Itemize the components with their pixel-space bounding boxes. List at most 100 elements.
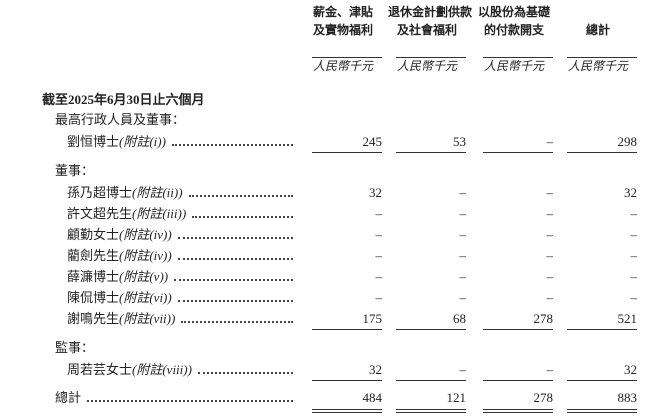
cell-value: – [546, 248, 554, 263]
dot-leader [177, 237, 293, 239]
cell-value: – [459, 227, 467, 242]
row-label: 孫乃超博士 (附註(ii)) [67, 185, 297, 201]
header-rule [396, 57, 466, 58]
total-rule [483, 409, 553, 413]
unit-label: 人民幣千元 [312, 59, 373, 73]
name: 許文超先生 [67, 206, 133, 221]
subtotal-rule [396, 152, 466, 153]
column-header: 的付款開支 [483, 23, 544, 37]
note: (附註(iv)) [119, 227, 172, 242]
unit-label: 人民幣千元 [396, 59, 457, 73]
header-rule [567, 57, 637, 58]
total-rule [567, 409, 637, 413]
cell-value: – [375, 206, 383, 221]
cell-value: 32 [624, 362, 637, 377]
name: 陳侃博士 [67, 290, 120, 305]
cell-value: 175 [362, 311, 383, 326]
cell-value: 883 [617, 390, 638, 405]
subtotal-rule [396, 329, 466, 330]
cell-value: – [375, 227, 383, 242]
total: 總計 [55, 390, 82, 405]
subtotal-rule [567, 380, 637, 381]
subtotal-rule [312, 329, 382, 330]
period-title: 截至2025年6月30日止六個月 [42, 92, 205, 107]
cell-value: – [630, 269, 638, 284]
cell-value: 68 [453, 311, 466, 326]
row-label: 薛濂博士 (附註(v)) [67, 269, 297, 285]
group-label: 最高行政人員及董事： [55, 112, 186, 127]
note: (附註(vi)) [119, 290, 172, 305]
name: 謝鳴先生 [67, 311, 120, 326]
cell-value: – [630, 248, 638, 263]
name: 周若芸女士 [67, 362, 133, 377]
dot-leader [192, 216, 293, 218]
cell-value: – [630, 290, 638, 305]
cell-value: – [546, 269, 554, 284]
total-rule [396, 409, 466, 413]
row-label: 顧勤女士 (附註(iv)) [67, 227, 297, 243]
column-header: 及社會福利 [396, 23, 457, 37]
cell-value: – [375, 290, 383, 305]
unit-label: 人民幣千元 [483, 59, 544, 73]
cell-value: 521 [617, 311, 638, 326]
group-label: 董事： [55, 163, 95, 178]
header-rule [483, 57, 553, 58]
cell-value: 121 [446, 390, 467, 405]
header-rule [312, 57, 382, 58]
column-header: 總計 [585, 23, 610, 37]
total-rule [312, 409, 382, 413]
note: (附註(v)) [119, 269, 169, 284]
dot-leader [177, 300, 293, 302]
cell-value: – [546, 227, 554, 242]
column-header: 退休金計劃供款 [388, 5, 473, 19]
cell-value: – [546, 185, 554, 200]
subtotal-rule [312, 152, 382, 153]
note: (附註(iv)) [119, 248, 172, 263]
note: (附註(i)) [119, 134, 166, 149]
cell-value: – [459, 185, 467, 200]
cell-value: 484 [362, 390, 383, 405]
cell-value: – [546, 134, 554, 149]
dot-leader [171, 144, 293, 146]
subtotal-rule [396, 380, 466, 381]
dot-leader [177, 258, 293, 260]
cell-value: – [459, 290, 467, 305]
subtotal-rule [483, 152, 553, 153]
dot-leader [174, 279, 293, 281]
note: (附註(viii)) [132, 362, 192, 377]
row-label: 周若芸女士 (附註(viii)) [67, 362, 297, 378]
cell-value: – [459, 362, 467, 377]
cell-value: – [375, 248, 383, 263]
total-label: 總計 [55, 390, 297, 406]
cell-value: 32 [369, 362, 382, 377]
cell-value: 32 [369, 185, 382, 200]
cell-value: 32 [624, 185, 637, 200]
row-label: 許文超先生 (附註(iii)) [67, 206, 297, 222]
row-label: 藺劍先生 (附註(iv)) [67, 248, 297, 264]
row-label: 陳侃博士 (附註(vi)) [67, 290, 297, 306]
dot-leader [87, 400, 293, 402]
cell-value: – [546, 362, 554, 377]
cell-value: – [630, 227, 638, 242]
name: 藺劍先生 [67, 248, 120, 263]
column-header: 以股份為基礎 [477, 5, 550, 19]
column-header: 及實物福利 [312, 23, 373, 37]
row-label: 謝鳴先生 (附註(vii)) [67, 311, 297, 327]
subtotal-rule [312, 380, 382, 381]
subtotal-rule [567, 329, 637, 330]
cell-value: – [546, 206, 554, 221]
cell-value: – [375, 269, 383, 284]
cell-value: 278 [533, 311, 554, 326]
cell-value: – [546, 290, 554, 305]
dot-leader [181, 321, 293, 323]
group-label: 監事： [55, 340, 95, 355]
name: 薛濂博士 [67, 269, 120, 284]
cell-value: – [459, 248, 467, 263]
note: (附註(ii)) [132, 185, 183, 200]
cell-value: 53 [453, 134, 466, 149]
dot-leader [197, 372, 293, 374]
subtotal-rule [483, 380, 553, 381]
cell-value: – [459, 269, 467, 284]
cell-value: – [459, 206, 467, 221]
